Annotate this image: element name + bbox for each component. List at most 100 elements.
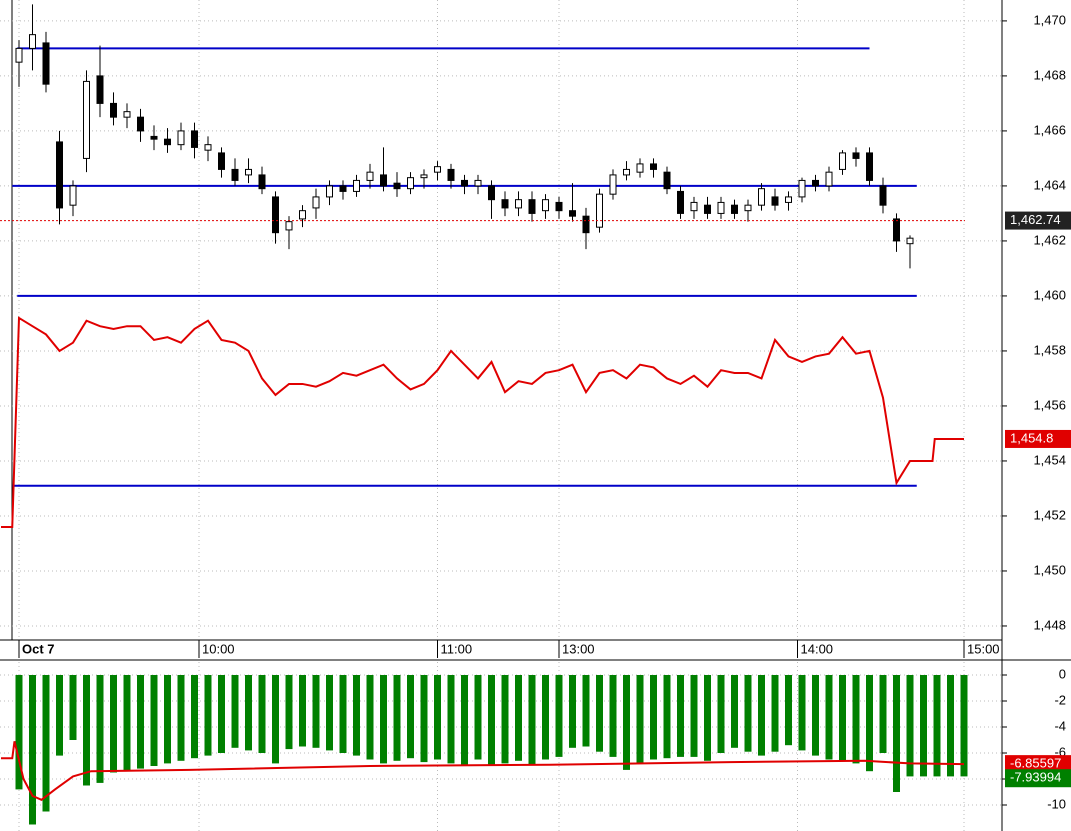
candle-body [191,130,198,148]
bar [947,675,954,777]
y-tick-label: -10 [1047,796,1066,811]
bar [150,675,158,766]
bar [785,675,792,746]
bar [906,675,914,777]
candle-body [528,199,536,214]
bar [420,675,428,763]
bar [218,675,225,753]
y-tick-label: 1,470 [1033,12,1066,27]
bar [69,675,77,740]
candle-body [231,168,239,181]
bar [920,675,927,777]
candle-body [96,75,104,104]
price-marker [1005,429,1071,448]
bar [596,675,603,752]
bar [29,675,36,825]
candle-body [407,177,414,190]
y-tick-label: 1,452 [1033,507,1066,522]
bar [501,675,509,764]
y-tick-label: 1,464 [1033,177,1066,192]
candle-body [123,111,131,118]
candle-body [56,141,63,209]
candle-body [420,174,428,179]
bar [717,675,725,753]
bar [542,675,549,760]
bar [177,675,185,761]
line-series [1,741,965,801]
candle-body [393,182,401,190]
y-tick-label: 1,466 [1033,122,1066,137]
candle-body [866,152,873,181]
bar [326,675,333,751]
candle-body [744,204,752,212]
candle-body [677,190,684,214]
bar [623,675,630,770]
bar [393,675,401,761]
y-tick-label: 1,462 [1033,232,1066,247]
price-marker [1005,755,1071,774]
candle-body [299,210,306,220]
bar [569,675,576,748]
candle-body [150,135,158,140]
x-tick-label: 13:00 [562,641,595,656]
candle-body [177,130,185,146]
bar [609,675,617,757]
bar [555,675,563,757]
bar [285,675,293,750]
bar [650,675,657,760]
candle-body [285,221,293,231]
candle-body [636,163,644,173]
price-marker [1005,769,1071,788]
candle-body [474,179,482,187]
candle-body [839,152,846,170]
y-tick-label: 0 [1059,666,1066,681]
candle-body [326,185,333,198]
bar [488,675,495,766]
candle-body [434,166,441,173]
candle-body [258,174,266,190]
candle-body [825,171,833,187]
candle-body [717,201,725,214]
candle-body [366,171,374,181]
candle-body [596,193,603,228]
bar [744,675,752,752]
candle-body [272,196,279,234]
candle-body [245,168,252,176]
bar [56,675,63,756]
bar [204,675,212,756]
candle-body [650,163,657,170]
candle-body [137,116,144,132]
candle-body [515,199,522,209]
candle-body [758,188,765,206]
x-tick-label: 10:00 [202,641,235,656]
candle-body [690,201,698,212]
price-marker-label: 1,462.74 [1010,212,1061,227]
candle-body [731,204,738,214]
bar [879,675,887,753]
candle-body [29,34,36,49]
candle-body [447,168,455,181]
bar [96,675,104,783]
bar [474,675,482,760]
candle-body [555,201,563,212]
bar [258,675,266,753]
candle-body [663,171,671,190]
x-tick-label: Oct 7 [22,641,55,656]
x-tick-label: 11:00 [441,641,473,656]
price-marker-label: 1,454.8 [1010,430,1053,445]
bar [852,675,860,764]
candle-body [623,168,630,176]
candle-body [501,199,509,209]
bar [758,675,765,756]
candle-body [812,179,819,187]
y-tick-label: 1,454 [1033,452,1066,467]
price-marker [1005,211,1071,230]
bar [731,675,738,748]
bar [299,675,306,747]
bar [704,675,711,761]
bar [461,675,468,766]
bar [663,675,671,759]
candle-body [488,185,495,201]
bar [137,675,144,769]
